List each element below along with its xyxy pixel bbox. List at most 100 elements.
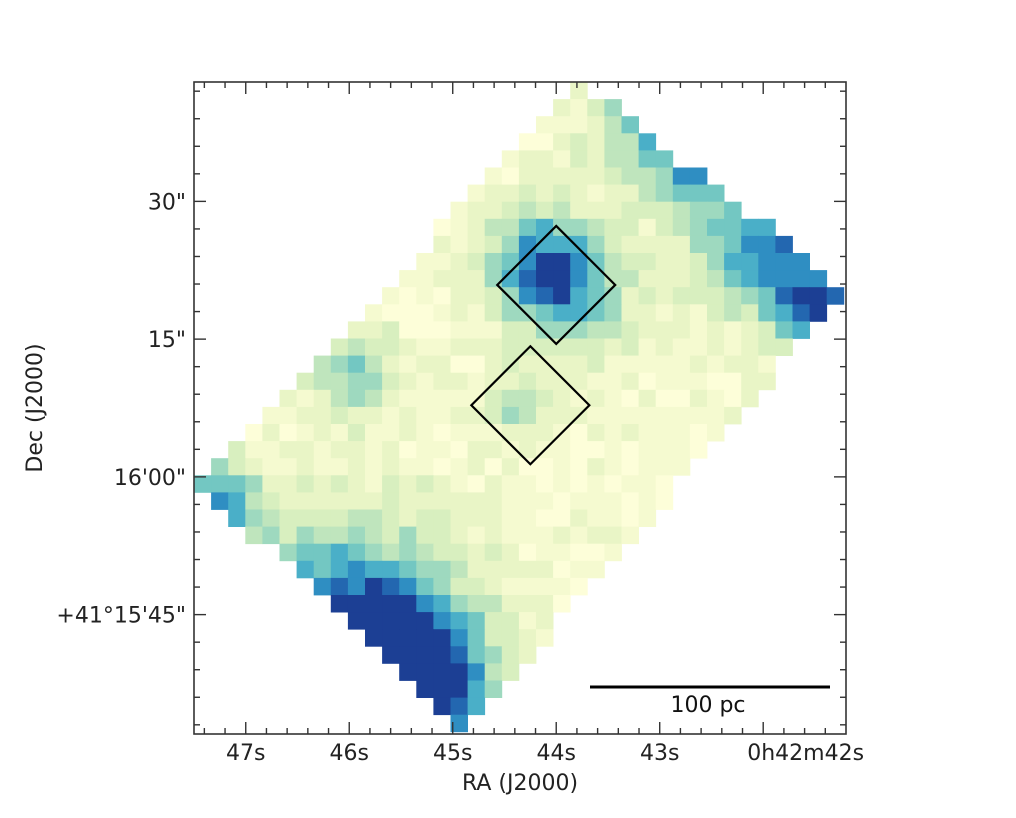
heatmap-cell [484, 595, 503, 613]
heatmap-cell [587, 509, 605, 527]
heatmap-cell [399, 389, 417, 408]
heatmap-cell [553, 321, 571, 339]
heatmap-cell [365, 441, 383, 459]
heatmap-cell [553, 492, 571, 510]
heatmap-cell [313, 372, 332, 391]
heatmap-cell [228, 458, 246, 476]
heatmap-cell [689, 167, 708, 185]
heatmap-cell [433, 595, 451, 613]
heatmap-cell [604, 253, 622, 271]
heatmap-cell [518, 372, 537, 391]
heatmap-cell [553, 543, 571, 562]
heatmap-cell [484, 680, 503, 698]
heatmap-cell [638, 509, 657, 527]
heatmap-cell [604, 99, 622, 117]
heatmap-cell [604, 287, 622, 305]
heatmap-cell [416, 680, 434, 698]
heatmap-cell [484, 509, 503, 527]
heatmap-cell [553, 133, 571, 151]
heatmap-cell [518, 492, 537, 510]
x-tick-label: 47s [226, 741, 265, 766]
heatmap-cell [416, 304, 434, 322]
heatmap-cell [450, 218, 468, 237]
heatmap-cell [672, 218, 691, 237]
heatmap-cell [416, 458, 434, 476]
heatmap-cell [621, 167, 639, 185]
heatmap-cell [570, 389, 588, 408]
heatmap-cell [433, 612, 451, 630]
heatmap-cell [536, 167, 554, 185]
heatmap-cell [655, 304, 674, 322]
heatmap-cell [604, 184, 622, 203]
heatmap-cell [536, 492, 554, 510]
heatmap-cell [570, 321, 588, 339]
heatmap-cell [262, 441, 280, 459]
heatmap-cell [450, 509, 468, 527]
heatmap-cell [399, 406, 417, 425]
heatmap-cell [262, 526, 280, 545]
heatmap-cell [399, 543, 417, 562]
heatmap-cell [313, 441, 332, 459]
heatmap-cell [570, 150, 588, 168]
heatmap-cell [518, 235, 537, 254]
heatmap-cell [570, 543, 588, 562]
heatmap-cell [279, 526, 297, 545]
heatmap-cell [501, 338, 520, 356]
heatmap-cell [536, 184, 554, 203]
heatmap-cell [399, 629, 417, 647]
heatmap-cell [501, 235, 520, 254]
heatmap-cell [724, 253, 742, 271]
heatmap-cell [655, 355, 674, 374]
heatmap-cell [707, 424, 725, 442]
heatmap-cell [484, 372, 503, 391]
heatmap-cell [296, 543, 315, 562]
heatmap-cell [399, 475, 417, 493]
heatmap-cell [245, 475, 263, 493]
heatmap-cell [211, 475, 229, 493]
heatmap-cell [313, 389, 332, 408]
heatmap-cell [416, 612, 434, 630]
heatmap-cell [587, 253, 605, 271]
heatmap-cell [689, 321, 708, 339]
heatmap-cell [347, 543, 366, 562]
heatmap-cell [279, 458, 297, 476]
heatmap-cell [741, 321, 759, 339]
heatmap-cell [741, 372, 759, 391]
heatmap-cell [689, 372, 708, 391]
heatmap-cell [450, 338, 468, 356]
heatmap-cell [347, 338, 366, 356]
heatmap-cell [741, 389, 759, 408]
heatmap-cell [587, 526, 605, 545]
heatmap-cell [518, 321, 537, 339]
heatmap-cell [570, 526, 588, 545]
heatmap-cell [518, 218, 537, 237]
heatmap-cell [621, 492, 639, 510]
heatmap-cell [689, 441, 708, 459]
heatmap-cell [672, 184, 691, 203]
heatmap-cell [382, 646, 400, 664]
heatmap-cell [621, 424, 639, 442]
heatmap-cell [553, 338, 571, 356]
heatmap-cell [655, 389, 674, 408]
heatmap-cell [741, 253, 759, 271]
heatmap-cell [467, 406, 486, 425]
heatmap-cell [536, 253, 554, 271]
heatmap-cell [638, 150, 657, 168]
heatmap-cell [672, 372, 691, 391]
heatmap-cell [724, 338, 742, 356]
heatmap-cell [347, 509, 366, 527]
heatmap-cell [707, 304, 725, 322]
heatmap-cell [587, 355, 605, 374]
heatmap-cell [621, 287, 639, 305]
heatmap-cell [501, 509, 520, 527]
heatmap-cell [262, 492, 280, 510]
heatmap-cell [570, 270, 588, 288]
heatmap-cell [724, 406, 742, 425]
heatmap-cell [416, 629, 434, 647]
heatmap-cell [604, 304, 622, 322]
heatmap-cell [707, 338, 725, 356]
heatmap-cell [604, 526, 622, 545]
heatmap-cell [450, 201, 468, 220]
heatmap-cell [518, 646, 537, 664]
heatmap-cell [313, 424, 332, 442]
